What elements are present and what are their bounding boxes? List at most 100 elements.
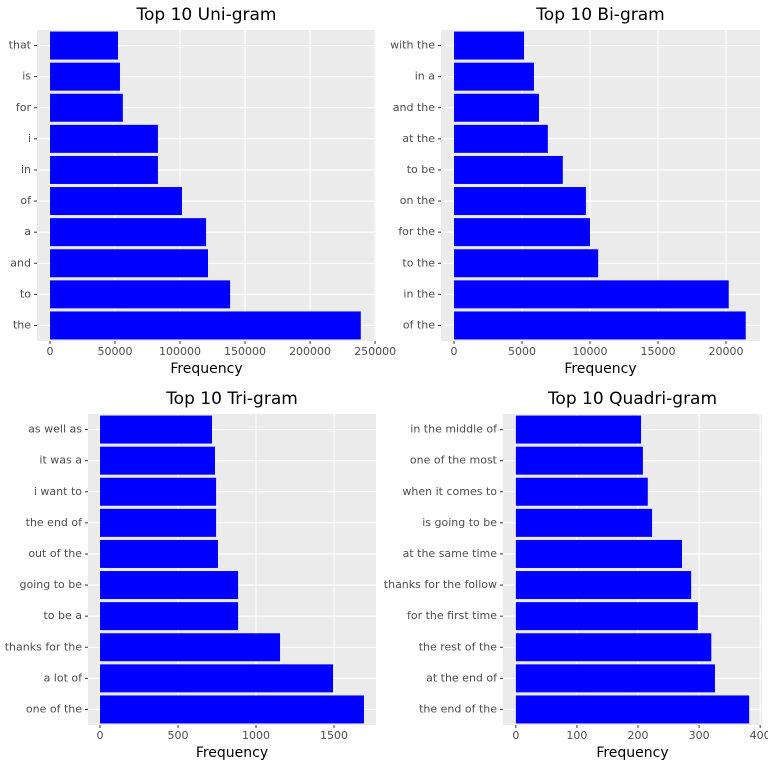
- bar: [50, 31, 119, 60]
- bar: [50, 187, 182, 216]
- y-tick-label: thanks for the: [5, 640, 83, 653]
- bar: [50, 62, 120, 91]
- x-tick-label: 5000: [508, 345, 536, 358]
- y-tick-label: and the: [393, 101, 435, 114]
- y-tick-label: the end of: [26, 516, 83, 529]
- x-tick-label: 1500: [320, 729, 348, 742]
- y-tick-label: to: [20, 287, 31, 300]
- y-tick-label: one of the most: [410, 454, 498, 467]
- x-tick-label: 300: [689, 729, 710, 742]
- x-tick-label: 200000: [289, 345, 331, 358]
- panel: Top 10 Bi-gram Frequency 0 5000 10000 15000 20…: [390, 5, 760, 377]
- bar: [100, 446, 215, 475]
- bar: [453, 124, 548, 153]
- x-tick-label: 500: [168, 729, 189, 742]
- bar: [50, 93, 123, 122]
- panel: Top 10 Uni-gram Frequency 0 50000 100000 1500…: [9, 5, 396, 377]
- y-tick-label: the rest of the: [419, 640, 498, 653]
- y-tick-label: the: [13, 318, 31, 331]
- x-tick-label: 100000: [159, 345, 201, 358]
- y-tick-label: in a: [415, 70, 435, 83]
- bar: [100, 539, 218, 568]
- bar: [515, 695, 750, 724]
- y-tick-label: that: [9, 39, 32, 52]
- y-tick-label: and: [10, 256, 31, 269]
- y-tick-label: for: [16, 101, 32, 114]
- bar: [100, 415, 213, 444]
- bar: [515, 446, 643, 475]
- bar: [50, 249, 208, 278]
- bar: [515, 664, 715, 693]
- y-tick-label: out of the: [28, 547, 82, 560]
- bar: [50, 218, 207, 247]
- bar: [453, 187, 586, 216]
- x-axis-title: Frequency: [596, 745, 668, 761]
- bar: [100, 571, 239, 600]
- y-tick-label: one of the: [26, 702, 82, 715]
- bar: [100, 633, 281, 662]
- x-tick-label: 150000: [224, 345, 266, 358]
- y-tick-label: a lot of: [44, 671, 84, 684]
- bar: [50, 155, 158, 184]
- y-tick-label: it was a: [39, 454, 82, 467]
- x-tick-label: 50000: [98, 345, 133, 358]
- bar: [453, 31, 525, 60]
- y-tick-label: to be: [407, 163, 436, 176]
- y-tick-label: for the first time: [407, 609, 497, 622]
- y-tick-label: with the: [390, 39, 435, 52]
- y-tick-label: at the same time: [403, 547, 498, 560]
- y-tick-label: i: [28, 132, 31, 145]
- bar: [515, 571, 692, 600]
- bar: [50, 124, 158, 153]
- x-axis-title: Frequency: [196, 745, 268, 761]
- bar: [515, 602, 698, 631]
- bar: [453, 280, 729, 309]
- bar: [515, 415, 642, 444]
- y-tick-label: thanks for the follow: [384, 578, 497, 591]
- x-tick-label: 15000: [640, 345, 675, 358]
- bar: [453, 93, 539, 122]
- y-tick-label: to the: [402, 256, 435, 269]
- y-tick-label: a: [24, 225, 31, 238]
- y-tick-label: at the end of: [426, 671, 498, 684]
- x-tick-label: 0: [450, 345, 457, 358]
- y-tick-label: for the: [398, 225, 435, 238]
- bar: [453, 155, 563, 184]
- x-tick-label: 10000: [572, 345, 607, 358]
- panel: Top 10 Tri-gram Frequency 0 500 1000 1500 as w…: [5, 389, 376, 761]
- chart-title: Top 10 Tri-gram: [165, 389, 298, 409]
- y-tick-label: at the: [402, 132, 435, 145]
- x-tick-label: 20000: [708, 345, 743, 358]
- bar: [453, 249, 599, 278]
- chart-title: Top 10 Quadri-gram: [547, 389, 717, 409]
- chart-title: Top 10 Uni-gram: [136, 5, 277, 25]
- y-tick-label: on the: [400, 194, 435, 207]
- x-axis-title: Frequency: [564, 361, 636, 377]
- bar: [100, 602, 239, 631]
- x-tick-label: 200: [627, 729, 648, 742]
- bar: [515, 477, 648, 506]
- bar: [100, 695, 364, 724]
- y-tick-label: in: [21, 163, 31, 176]
- panel: Top 10 Quadri-gram Frequency 0 100 200 300 400…: [384, 389, 768, 761]
- x-tick-label: 100: [566, 729, 587, 742]
- bar: [100, 664, 334, 693]
- y-tick-label: in the: [403, 287, 435, 300]
- x-tick-label: 0: [47, 345, 54, 358]
- bar: [100, 508, 217, 537]
- bar: [515, 508, 653, 537]
- y-tick-label: of: [20, 194, 32, 207]
- bar: [50, 311, 361, 340]
- bar: [453, 218, 590, 247]
- y-tick-label: of the: [403, 318, 435, 331]
- y-tick-label: as well as: [28, 423, 82, 436]
- y-tick-label: is: [22, 70, 31, 83]
- x-axis-title: Frequency: [170, 361, 242, 377]
- x-tick-label: 250000: [354, 345, 396, 358]
- y-tick-label: going to be: [19, 578, 82, 591]
- y-tick-label: in the middle of: [410, 423, 498, 436]
- bar: [50, 280, 231, 309]
- x-tick-label: 0: [97, 729, 104, 742]
- y-tick-label: when it comes to: [402, 485, 497, 498]
